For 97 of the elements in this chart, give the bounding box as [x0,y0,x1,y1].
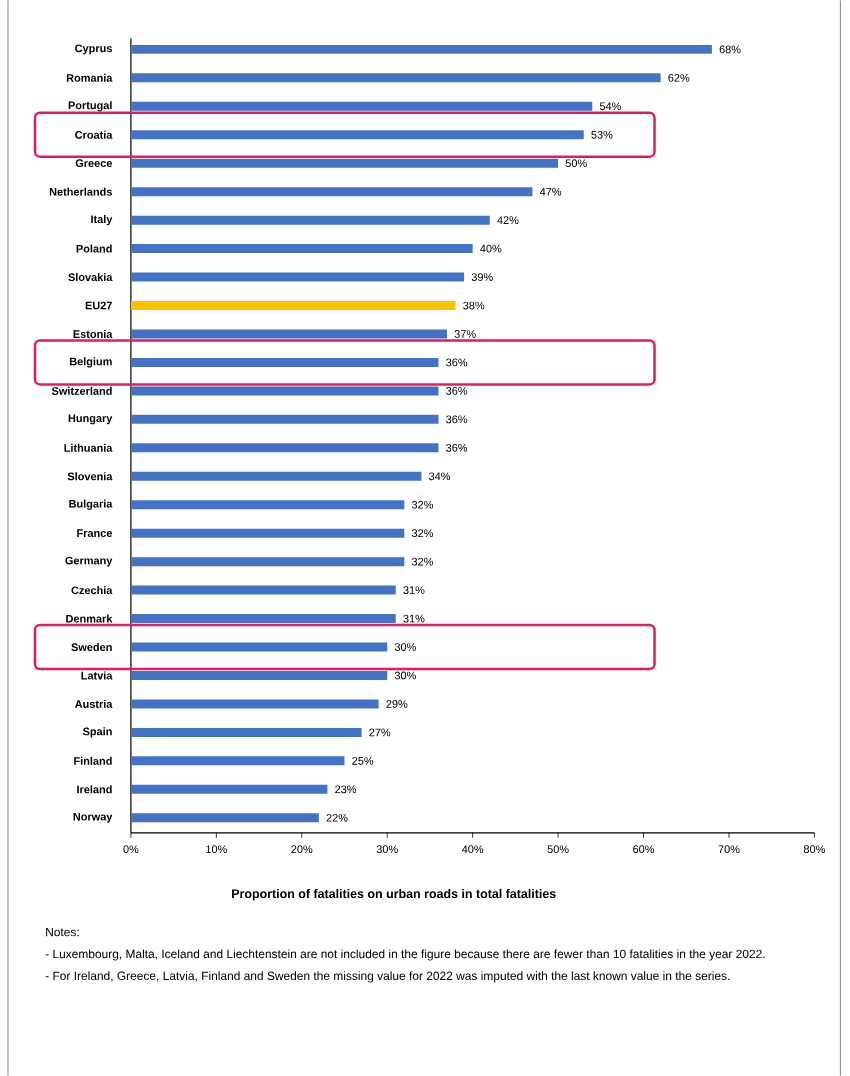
bar [130,73,661,83]
y-tick-label: Italy [91,215,113,226]
bar [130,585,396,595]
y-tick-label: Sweden [71,643,112,652]
data-label: 36% [445,415,468,424]
y-tick-label: Switzerland [51,386,112,395]
data-label: 62% [668,73,690,82]
text: - Luxembourg, Malta, Iceland and Liechtenstein are not included in the figure because there are fewer than 10 fatalities in the year 2022. [45,949,765,961]
data-label: 22% [326,813,348,822]
data-label: 30% [394,643,416,651]
bar [130,813,319,823]
bar [130,301,456,311]
data-label: 31% [403,586,425,594]
data-label: 23% [334,785,356,794]
data-label: 29% [386,700,408,708]
x-tick-label: 50% [547,845,569,854]
y-tick-label: Bulgaria [69,499,113,510]
data-label: 30% [394,671,416,680]
bar [130,642,388,652]
data-label: 50% [565,159,587,168]
bar [130,357,439,367]
y-tick-label: Latvia [81,671,113,680]
y-tick-label: Norway [73,812,113,823]
x-tick-label: 40% [461,845,484,854]
y-tick-label: Ireland [77,785,112,794]
bar [130,272,464,282]
y-tick-label: Spain [82,727,112,738]
y-tick-label: Slovenia [67,472,113,481]
bar [130,130,584,140]
bar [130,158,558,168]
x-tick-label: 10% [206,845,227,854]
data-label: 36% [445,443,468,452]
y-tick-label: Croatia [74,130,113,139]
y-tick-label: Romania [66,73,113,82]
x-tick-label: 80% [803,845,825,854]
y-tick-label: Austria [74,699,113,708]
data-label: 40% [479,244,502,253]
bar [130,784,328,794]
x-tick-label: 0% [123,845,139,854]
bar [130,557,405,567]
bar [130,670,388,680]
x-tick-label: 20% [291,845,313,854]
y-tick-label: France [77,529,112,538]
data-label: 36% [445,387,468,395]
bar [130,756,345,766]
y-tick-label: Netherlands [49,187,112,196]
bar [130,187,533,197]
bar [130,443,439,453]
data-label: 53% [591,130,613,139]
data-label: 32% [411,529,433,538]
y-tick-label: Belgium [69,357,112,368]
bar [130,386,439,396]
y-tick-label: Lithuania [64,443,113,452]
y-tick-label: Czechia [71,586,113,595]
data-label: 36% [445,358,468,367]
bar [130,215,490,225]
bar [130,500,405,510]
x-axis-title: Proportion of fatalities on urban roads in total fatalities [231,888,556,901]
x-tick-label: 30% [376,845,398,854]
y-tick-label: Denmark [66,614,113,623]
data-label: 54% [599,102,621,111]
data-label: 25% [352,757,374,765]
bar [130,614,396,624]
data-label: 39% [471,273,493,281]
y-tick-label: Estonia [73,329,113,338]
data-label: 32% [411,500,433,509]
text: - For Ireland, Greece, Latvia, Finland and Sweden the missing value for 2022 was imputed with the last known value in the series. [45,971,730,983]
bar [130,244,473,254]
data-label: 31% [403,614,425,623]
data-label: 68% [719,45,741,54]
data-label: 42% [497,216,519,224]
data-label: 32% [411,557,433,566]
data-label: 27% [369,728,391,737]
text: Notes: [45,927,79,937]
data-label: 47% [539,187,561,196]
y-tick-label: Slovakia [68,273,113,282]
y-tick-label: Portugal [68,101,112,112]
bar [130,471,422,481]
bar [130,101,593,111]
y-tick-label: Finland [74,756,112,765]
bar [130,414,439,424]
data-label: 34% [428,472,450,481]
bar [130,528,405,538]
bar [130,329,447,339]
y-tick-label: Hungary [68,414,113,425]
y-tick-label: EU27 [85,301,112,310]
bar [130,699,379,709]
y-tick-label: Poland [76,244,112,253]
data-label: 38% [463,301,485,310]
bar [130,727,362,737]
y-tick-label: Cyprus [74,44,112,55]
y-tick-label: Greece [75,159,112,168]
y-tick-label: Germany [65,556,113,567]
x-tick-label: 60% [632,845,654,854]
bar [130,44,712,54]
data-label: 37% [454,330,476,338]
x-tick-label: 70% [718,845,740,854]
